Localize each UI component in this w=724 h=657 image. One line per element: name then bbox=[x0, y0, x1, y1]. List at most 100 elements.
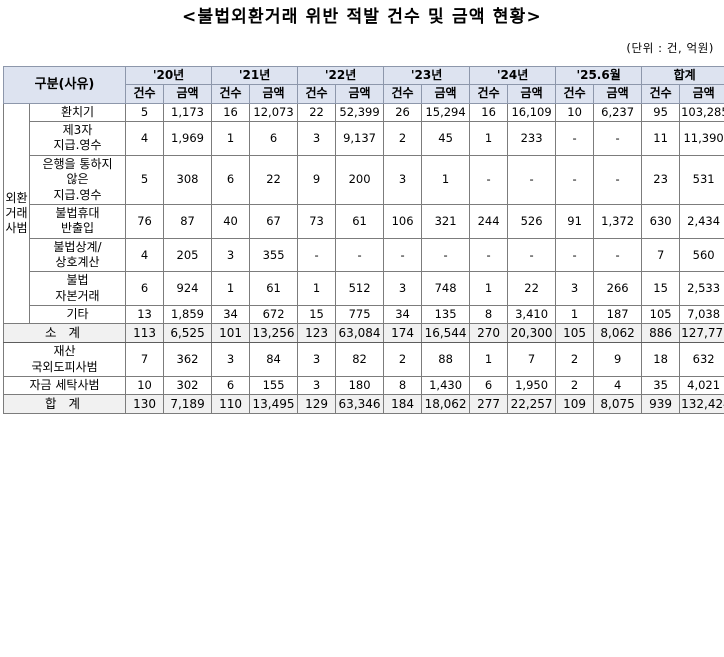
row-1-cell-13: 11,390 bbox=[679, 121, 724, 156]
row-label-4: 불법상계/상호계산 bbox=[28, 237, 127, 273]
row-6-cell-12: 105 bbox=[641, 305, 681, 325]
row-1-cell-10: - bbox=[555, 121, 595, 156]
row-2-cell-0: 5 bbox=[125, 154, 165, 205]
header-year-2024: '24년 bbox=[469, 65, 557, 86]
page-title: <불법외환거래 위반 적발 건수 및 금액 현황> bbox=[182, 7, 542, 27]
table-row: 불법 자본거래 6 924 1 61 1 512 3 748 1 22 3 266 15 2,533 bbox=[4, 271, 724, 307]
row-1-cell-12: 11 bbox=[641, 121, 681, 156]
row-2-cell-6: 3 bbox=[383, 154, 423, 205]
extra-row-0-cell-7: 88 bbox=[421, 342, 471, 378]
extra-row-1-cell-10: 2 bbox=[555, 376, 595, 396]
row-4-cell-8: - bbox=[469, 237, 509, 273]
row-4-cell-9: - bbox=[507, 237, 557, 273]
grand-total-label: 합 계 bbox=[2, 394, 127, 415]
row-2-cell-13: 531 bbox=[679, 154, 724, 205]
subtotal-cell-2: 101 bbox=[211, 323, 251, 344]
row-2-cell-8: - bbox=[469, 154, 509, 205]
row-label-3: 불법휴대 반출입 bbox=[28, 203, 127, 239]
table-row: 불법휴대 반출입 76 87 40 67 73 61 106 321 244 526 91 1,372 63… bbox=[4, 203, 724, 239]
row-label-6: 기타 bbox=[28, 305, 127, 325]
row-3-cell-4: 73 bbox=[297, 203, 337, 239]
subtotal-cell-10: 105 bbox=[555, 323, 595, 344]
extra-row-1-cell-13: 4,021 bbox=[679, 376, 724, 396]
row-label-0: 환치기 bbox=[28, 102, 127, 123]
extra-row-1-cell-5: 180 bbox=[335, 376, 385, 396]
subtotal-row: 소 계 113 6,525 101 13,256 123 63,084 174 16,544 27… bbox=[2, 323, 724, 344]
row-2-cell-12: 23 bbox=[641, 154, 681, 205]
header-count-2022: 건수 bbox=[297, 84, 337, 104]
row-5-cell-8: 1 bbox=[469, 271, 509, 307]
extra-row-0-cell-13: 632 bbox=[679, 342, 724, 378]
row-label-1: 제3자 지급.영수 bbox=[28, 121, 127, 156]
extra-row-1-cell-2: 6 bbox=[211, 376, 251, 396]
row-5-cell-7: 748 bbox=[421, 271, 471, 307]
row-4-cell-13: 560 bbox=[679, 237, 724, 273]
header-count-2021: 건수 bbox=[211, 84, 251, 104]
subtotal-cell-13: 127,771 bbox=[679, 323, 724, 344]
row-0-cell-4: 22 bbox=[297, 102, 337, 123]
subtotal-cell-9: 20,300 bbox=[507, 323, 557, 344]
row-1-cell-3: 6 bbox=[249, 121, 299, 156]
row-2-cell-7: 1 bbox=[421, 154, 471, 205]
table-row: 불법상계/상호계산 4 205 3 355- - - - - - - -7 560 bbox=[4, 237, 724, 273]
grand-total-cell-11: 8,075 bbox=[593, 394, 643, 415]
grand-total-cell-0: 130 bbox=[125, 394, 165, 415]
row-0-cell-10: 10 bbox=[555, 102, 595, 123]
header-amount-2021: 금액 bbox=[249, 84, 299, 104]
grand-total-cell-3: 13,495 bbox=[249, 394, 299, 415]
header-count-2020: 건수 bbox=[125, 84, 165, 104]
extra-row-0-cell-9: 7 bbox=[507, 342, 557, 378]
extra-row-0-cell-1: 362 bbox=[163, 342, 213, 378]
row-3-cell-12: 630 bbox=[641, 203, 681, 239]
grand-total-cell-7: 18,062 bbox=[421, 394, 471, 415]
subtotal-cell-1: 6,525 bbox=[163, 323, 213, 344]
row-0-cell-9: 16,109 bbox=[507, 102, 557, 123]
extra-row-0-cell-11: 9 bbox=[593, 342, 643, 378]
row-4-cell-6: - bbox=[383, 237, 423, 273]
row-6-cell-9: 3,410 bbox=[507, 305, 557, 325]
header-year-2025-june: '25.6월 bbox=[555, 65, 643, 86]
row-3-cell-10: 91 bbox=[555, 203, 595, 239]
row-1-cell-7: 45 bbox=[421, 121, 471, 156]
header-year-2020: '20년 bbox=[125, 65, 213, 86]
row-6-cell-0: 13 bbox=[125, 305, 165, 325]
header-count-total: 건수 bbox=[641, 84, 681, 104]
table-header: 구분(사유) '20년 '21년 '22년 '23년 '24년 '25.6월 합… bbox=[2, 65, 724, 104]
row-4-cell-11: - bbox=[593, 237, 643, 273]
subtotal-cell-0: 113 bbox=[125, 323, 165, 344]
header-row-metrics: 건수 금액 건수 금액 건수 금액 건수 금액 건수 금액 건수 금액 건수 금… bbox=[4, 84, 724, 104]
table-row: 자금 세탁사범 10 302 6 155 3 180 8 1,430 6 1,950 2 4 35 4,02… bbox=[2, 376, 724, 396]
row-4-cell-1: 205 bbox=[163, 237, 213, 273]
row-1-cell-6: 2 bbox=[383, 121, 423, 156]
table-row: 제3자 지급.영수 4 1,969 1 6 3 9,137 2 45 1 233- -11 11,390 bbox=[4, 121, 724, 156]
row-6-cell-5: 775 bbox=[335, 305, 385, 325]
subtotal-cell-3: 13,256 bbox=[249, 323, 299, 344]
row-1-cell-9: 233 bbox=[507, 121, 557, 156]
row-0-cell-5: 52,399 bbox=[335, 102, 385, 123]
header-amount-2024: 금액 bbox=[507, 84, 557, 104]
subtotal-cell-4: 123 bbox=[297, 323, 337, 344]
table-body: 외환 거래 사범 환치기 5 1,173 16 12,073 22 52,399 26 15,294 1… bbox=[2, 102, 724, 415]
row-5-cell-4: 1 bbox=[297, 271, 337, 307]
row-3-cell-11: 1,372 bbox=[593, 203, 643, 239]
subtotal-cell-11: 8,062 bbox=[593, 323, 643, 344]
extra-row-1-cell-11: 4 bbox=[593, 376, 643, 396]
row-4-cell-0: 4 bbox=[125, 237, 165, 273]
row-0-cell-7: 15,294 bbox=[421, 102, 471, 123]
extra-row-1-cell-6: 8 bbox=[383, 376, 423, 396]
row-label-2: 은행을 통하지 않은 지급.영수 bbox=[28, 154, 127, 205]
header-year-2021: '21년 bbox=[211, 65, 299, 86]
subtotal-cell-8: 270 bbox=[469, 323, 509, 344]
header-year-2022: '22년 bbox=[297, 65, 385, 86]
row-0-cell-8: 16 bbox=[469, 102, 509, 123]
row-3-cell-5: 61 bbox=[335, 203, 385, 239]
row-1-cell-1: 1,969 bbox=[163, 121, 213, 156]
subtotal-label: 소 계 bbox=[2, 323, 127, 344]
row-1-cell-2: 1 bbox=[211, 121, 251, 156]
extra-row-1-cell-4: 3 bbox=[297, 376, 337, 396]
row-2-cell-5: 200 bbox=[335, 154, 385, 205]
statistics-table: 구분(사유) '20년 '21년 '22년 '23년 '24년 '25.6월 합… bbox=[2, 65, 724, 415]
table-container: 구분(사유) '20년 '21년 '22년 '23년 '24년 '25.6월 합… bbox=[0, 56, 724, 415]
row-1-cell-5: 9,137 bbox=[335, 121, 385, 156]
grand-total-cell-6: 184 bbox=[383, 394, 423, 415]
